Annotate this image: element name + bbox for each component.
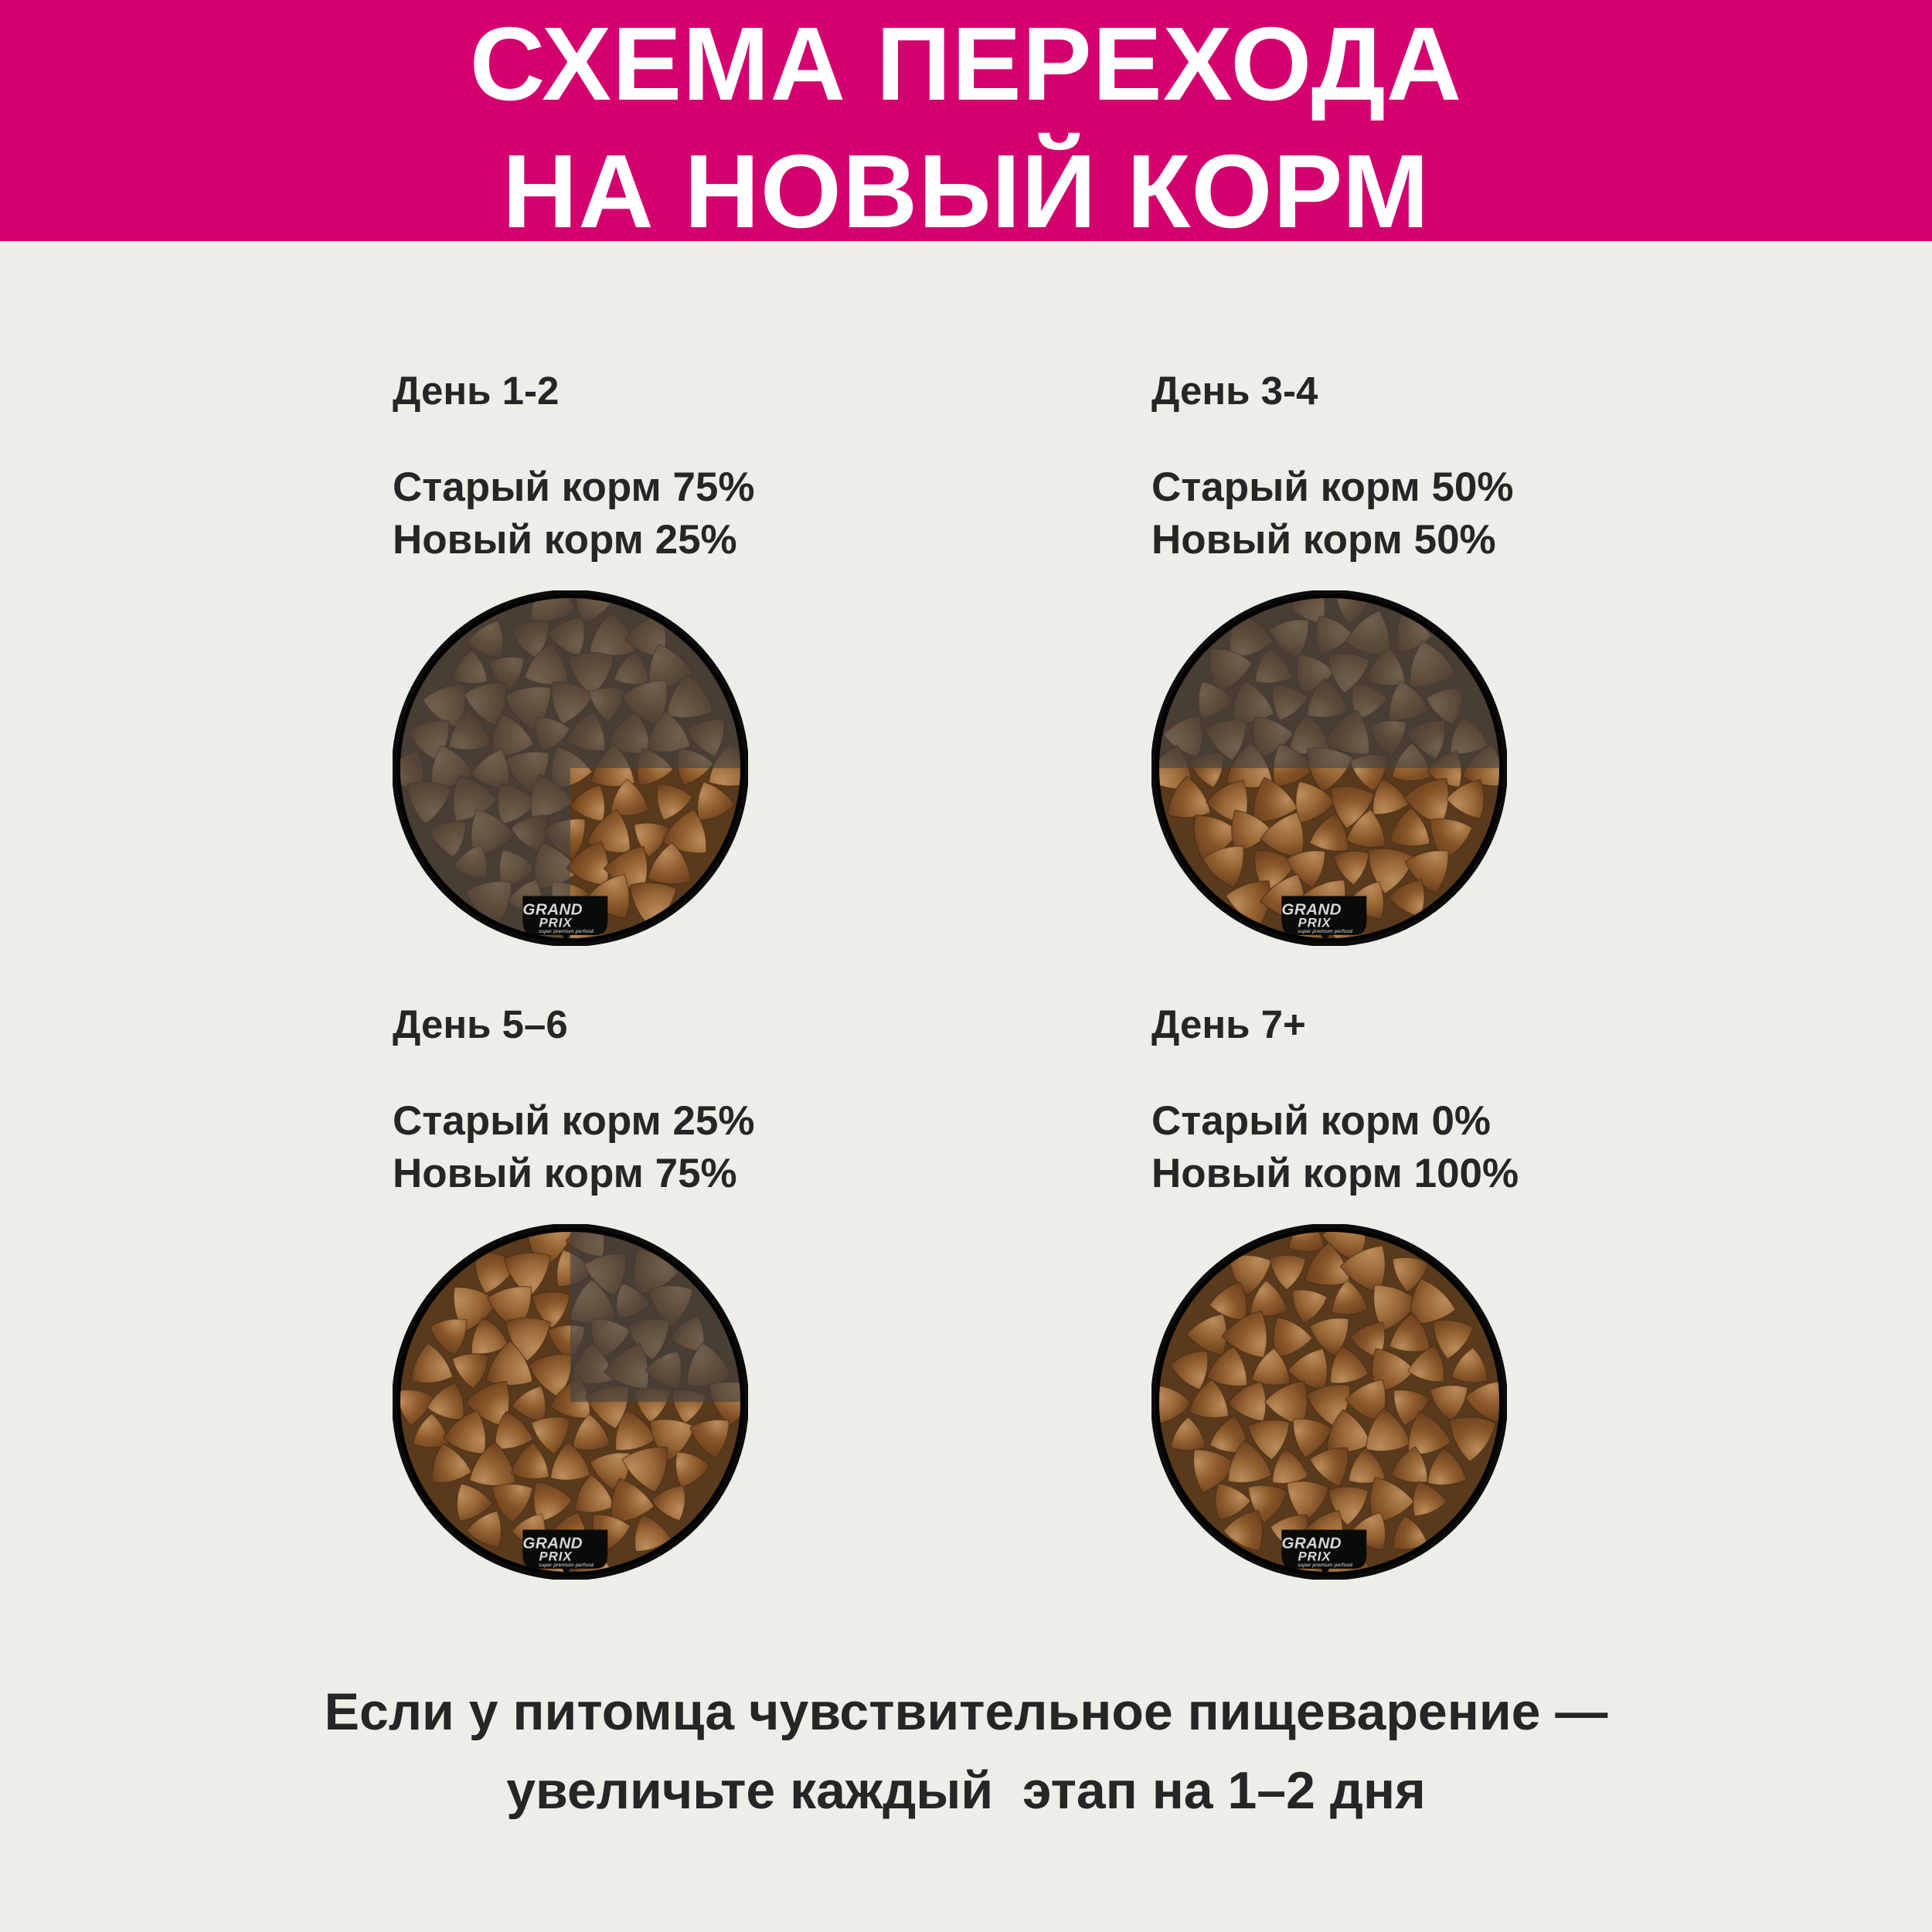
svg-text:PRIX: PRIX: [539, 1549, 573, 1563]
svg-text:super premium perfood: super premium perfood: [539, 929, 594, 934]
svg-text:super premium perfood: super premium perfood: [1298, 929, 1352, 934]
svg-text:super premium perfood: super premium perfood: [539, 1563, 594, 1568]
svg-text:PRIX: PRIX: [539, 915, 573, 930]
svg-text:PRIX: PRIX: [1298, 915, 1332, 930]
svg-text:PRIX: PRIX: [1298, 1549, 1332, 1563]
svg-text:super premium perfood: super premium perfood: [1298, 1563, 1352, 1568]
